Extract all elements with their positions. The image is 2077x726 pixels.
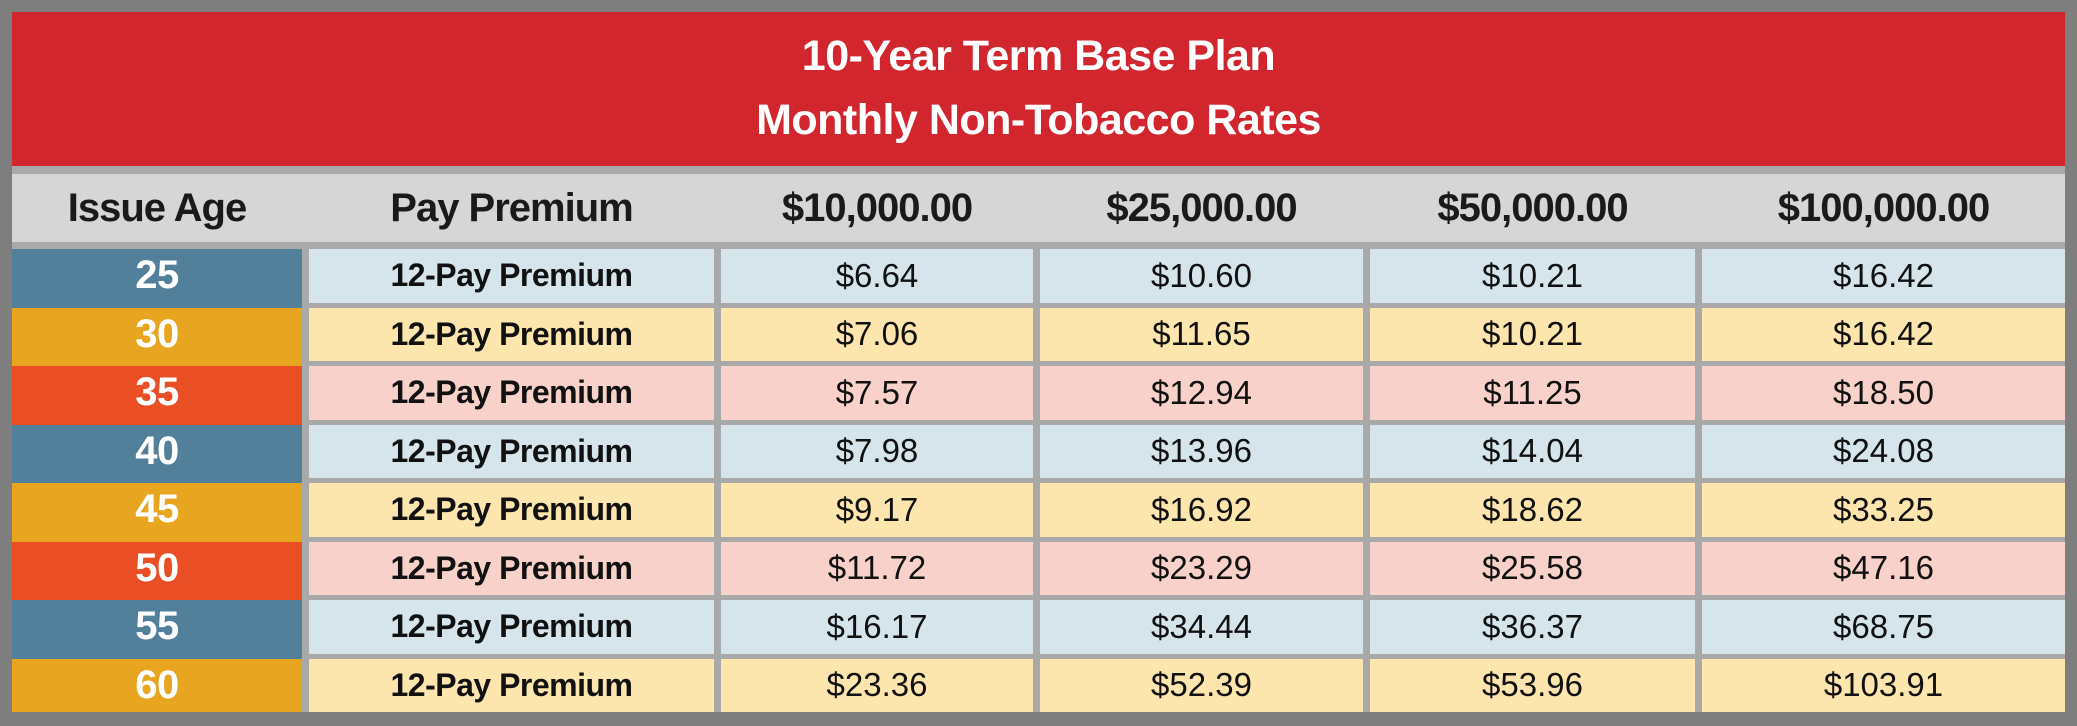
rate-cell-25000: $10.60	[1040, 249, 1363, 303]
column-header-50000: $50,000.00	[1437, 185, 1628, 230]
rate-cell-100000: $33.25	[1702, 483, 2065, 537]
table-title-line1: 10-Year Term Base Plan	[801, 32, 1276, 81]
age-cell: 60	[12, 658, 302, 712]
rate-cell-25000: $23.29	[1040, 541, 1363, 595]
table-title-line2: Monthly Non-Tobacco Rates	[756, 96, 1321, 144]
rate-cell-10000: $7.06	[721, 307, 1033, 361]
premium-type-cell: 12-Pay Premium	[309, 541, 714, 595]
rate-cell-100000: $18.50	[1702, 366, 2065, 420]
rate-cell-25000: $11.65	[1040, 307, 1363, 361]
age-value: 30	[135, 311, 179, 356]
column-header-25000: $25,000.00	[1106, 185, 1297, 230]
age-value: 35	[135, 370, 179, 415]
rates-grid: 25 12-Pay Premium $6.64 $10.60 $10.21 $1…	[12, 249, 2065, 712]
age-cell: 45	[12, 483, 302, 541]
age-cell: 25	[12, 249, 302, 307]
table-title-band: 10-Year Term Base Plan Monthly Non-Tobac…	[12, 12, 2065, 166]
premium-type-cell: 12-Pay Premium	[309, 424, 714, 478]
age-cell: 50	[12, 541, 302, 600]
age-value: 45	[135, 487, 179, 532]
age-value: 55	[135, 604, 179, 649]
rate-cell-100000: $103.91	[1702, 658, 2065, 712]
rate-cell-10000: $16.17	[721, 600, 1033, 654]
age-cell: 40	[12, 424, 302, 483]
rate-cell-50000: $10.21	[1370, 249, 1695, 303]
rate-cell-50000: $18.62	[1370, 483, 1695, 537]
divider	[12, 166, 2065, 174]
premium-type-cell: 12-Pay Premium	[309, 249, 714, 303]
rate-cell-50000: $10.21	[1370, 307, 1695, 361]
column-header-100000: $100,000.00	[1777, 185, 1990, 230]
column-header-pay-premium: Pay Premium	[390, 185, 633, 230]
table-header-row: Issue Age Pay Premium $10,000.00 $25,000…	[12, 174, 2065, 242]
rate-cell-10000: $6.64	[721, 249, 1033, 303]
premium-type-cell: 12-Pay Premium	[309, 600, 714, 654]
column-header-issue-age: Issue Age	[67, 185, 247, 230]
rate-cell-25000: $34.44	[1040, 600, 1363, 654]
rate-cell-100000: $16.42	[1702, 307, 2065, 361]
rate-cell-10000: $9.17	[721, 483, 1033, 537]
rate-cell-10000: $7.98	[721, 424, 1033, 478]
age-value: 60	[135, 662, 179, 707]
rate-cell-50000: $11.25	[1370, 366, 1695, 420]
rate-cell-25000: $12.94	[1040, 366, 1363, 420]
age-cell: 30	[12, 307, 302, 366]
age-cell: 35	[12, 366, 302, 424]
age-value: 25	[135, 253, 179, 298]
rate-cell-100000: $47.16	[1702, 541, 2065, 595]
premium-type-cell: 12-Pay Premium	[309, 483, 714, 537]
rate-cell-50000: $53.96	[1370, 658, 1695, 712]
rate-cell-25000: $52.39	[1040, 658, 1363, 712]
premium-type-cell: 12-Pay Premium	[309, 366, 714, 420]
rate-cell-50000: $14.04	[1370, 424, 1695, 478]
rate-cell-25000: $16.92	[1040, 483, 1363, 537]
rate-cell-10000: $7.57	[721, 366, 1033, 420]
rate-table: 10-Year Term Base Plan Monthly Non-Tobac…	[12, 12, 2065, 712]
rate-cell-50000: $25.58	[1370, 541, 1695, 595]
divider	[12, 242, 2065, 249]
age-cell: 55	[12, 600, 302, 658]
rate-cell-100000: $24.08	[1702, 424, 2065, 478]
rate-cell-25000: $13.96	[1040, 424, 1363, 478]
age-value: 50	[135, 545, 179, 590]
age-value: 40	[135, 428, 179, 473]
rate-cell-100000: $68.75	[1702, 600, 2065, 654]
rate-cell-100000: $16.42	[1702, 249, 2065, 303]
rate-cell-10000: $11.72	[721, 541, 1033, 595]
rate-cell-10000: $23.36	[721, 658, 1033, 712]
rate-cell-50000: $36.37	[1370, 600, 1695, 654]
premium-type-cell: 12-Pay Premium	[309, 307, 714, 361]
column-header-10000: $10,000.00	[781, 185, 973, 230]
premium-type-cell: 12-Pay Premium	[309, 658, 714, 712]
